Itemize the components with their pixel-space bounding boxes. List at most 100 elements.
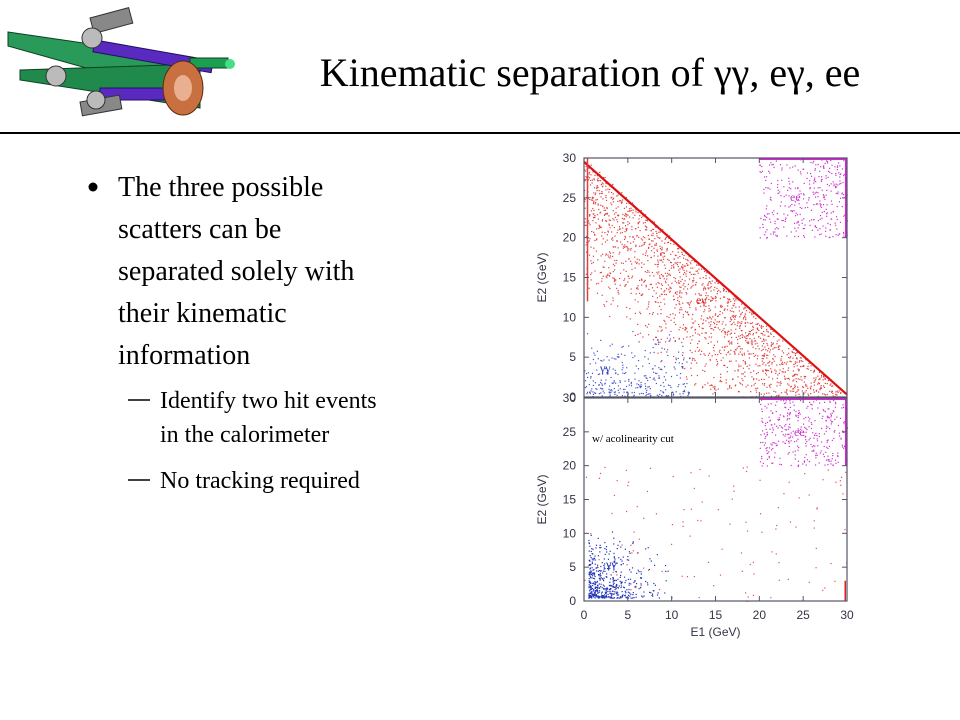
scatter-dot	[667, 258, 669, 261]
scatter-dot	[670, 330, 672, 332]
scatter-dot	[684, 280, 686, 282]
scatter-dot	[751, 322, 754, 324]
scatter-dot	[717, 509, 719, 511]
scatter-dot	[836, 169, 838, 171]
scatter-dot	[682, 359, 685, 361]
scatter-dot	[601, 597, 603, 599]
scatter-dot	[650, 234, 653, 236]
scatter-dot	[750, 322, 752, 325]
scatter-dot	[691, 351, 693, 354]
scatter-dot	[616, 591, 618, 593]
scatter-dot	[714, 387, 716, 389]
scatter-dot	[839, 176, 841, 178]
scatter-dot	[723, 290, 725, 292]
scatter-dot	[729, 353, 731, 355]
scatter-dot	[765, 374, 768, 376]
scatter-dot	[621, 596, 623, 598]
scatter-dot	[770, 345, 772, 347]
scatter-dot	[652, 228, 654, 230]
scatter-dot	[837, 452, 839, 454]
scatter-dot	[717, 282, 719, 284]
scatter-dot	[622, 199, 624, 201]
scatter-dot	[601, 587, 603, 589]
scatter-dot	[713, 376, 715, 379]
scatter-dot	[797, 412, 800, 415]
scatter-dot	[585, 476, 588, 478]
scatter-dot	[778, 394, 780, 396]
scatter-dot	[738, 310, 741, 312]
scatter-dot	[649, 283, 651, 286]
scatter-dot	[729, 320, 731, 323]
scatter-dot	[785, 217, 787, 219]
scatter-dot	[796, 445, 799, 447]
scatter-dot	[601, 231, 603, 233]
scatter-dot	[611, 255, 614, 258]
scatter-dot	[739, 345, 741, 348]
scatter-dot	[644, 214, 647, 216]
scatter-dot	[753, 377, 755, 380]
scatter-dot	[723, 327, 725, 330]
scatter-dot	[761, 455, 763, 458]
scatter-dot	[590, 533, 592, 535]
scatter-dot	[629, 208, 631, 210]
scatter-dot	[770, 449, 773, 451]
scatter-dot	[797, 235, 800, 238]
scatter-dot	[761, 458, 763, 460]
scatter-dot	[734, 316, 736, 318]
scatter-dot	[816, 507, 818, 509]
scatter-dot	[710, 327, 712, 330]
scatter-dot	[625, 469, 627, 471]
scatter-dot	[813, 520, 815, 522]
scatter-dot	[775, 391, 777, 393]
scatter-dot	[617, 594, 620, 596]
scatter-dot	[763, 340, 765, 342]
scatter-dot	[842, 430, 844, 432]
scatter-dot	[797, 460, 800, 462]
scatter-dot	[649, 352, 651, 354]
scatter-dot	[813, 187, 815, 189]
scatter-dot	[606, 373, 608, 375]
scatter-dot	[674, 277, 677, 280]
scatter-dot	[793, 366, 795, 368]
scatter-dot	[617, 592, 619, 594]
scatter-dot	[615, 279, 617, 281]
scatter-dot	[808, 460, 811, 463]
scatter-dot	[792, 181, 794, 183]
scatter-dot	[691, 286, 693, 288]
scatter-dot	[670, 375, 673, 378]
scatter-dot	[828, 417, 830, 419]
scatter-dot	[702, 276, 704, 279]
scatter-dot	[588, 572, 590, 574]
scatter-dot	[604, 592, 607, 595]
scatter-dot	[835, 192, 837, 194]
scatter-dot	[784, 220, 786, 223]
scatter-dot	[768, 455, 770, 458]
scatter-dot	[763, 378, 765, 381]
scatter-dot	[821, 189, 823, 191]
scatter-dot	[678, 301, 680, 303]
scatter-dot	[593, 231, 595, 233]
scatter-dot	[586, 391, 589, 393]
scatter-dot	[824, 162, 826, 165]
scatter-dot	[586, 393, 588, 395]
scatter-dot	[648, 303, 650, 305]
scatter-dot	[630, 209, 632, 212]
scatter-dot	[784, 425, 786, 427]
scatter-dot	[752, 352, 754, 355]
scatter-dot	[657, 330, 659, 332]
scatter-dot	[624, 548, 626, 550]
scatter-dot	[667, 570, 669, 572]
scatter-dot	[772, 213, 774, 216]
scatter-dot	[590, 596, 592, 598]
scatter-dot	[661, 395, 663, 397]
scatter-dot	[739, 324, 741, 326]
scatter-dot	[609, 287, 611, 290]
scatter-dot	[594, 581, 596, 583]
scatter-dot	[763, 214, 766, 217]
scatter-dot	[805, 359, 807, 361]
scatter-dot	[599, 575, 601, 577]
scatter-dot	[642, 365, 644, 367]
scatter-dot	[727, 330, 729, 332]
scatter-dot	[732, 298, 734, 300]
scatter-dot	[623, 269, 625, 271]
